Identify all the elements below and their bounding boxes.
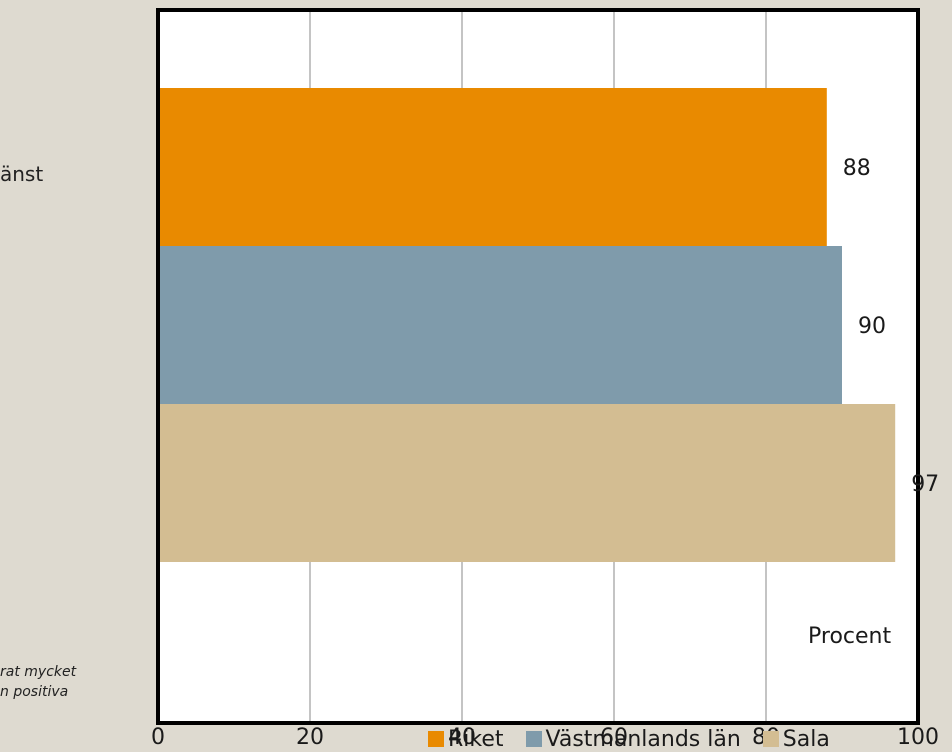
legend: Riket Västmanlands län Sala [428,726,830,752]
x-tick-label: 60 [600,725,628,750]
x-tick-label: 0 [151,725,165,750]
x-axis-title: Procent [808,624,892,649]
legend-label-riket: Riket [448,726,504,752]
bars [158,88,896,562]
legend-swatch-vastmanlands-lan [525,731,542,747]
x-tick-label: 20 [296,725,324,750]
data-labels: 88 90 97 [843,156,939,497]
category-label: änst [0,162,44,186]
x-tick-label: 40 [448,725,476,750]
legend-item-vastmanlands-lan: Västmanlands län [525,726,741,752]
data-label-riket: 88 [843,156,871,181]
legend-item-riket: Riket [428,727,504,752]
legend-item-sala: Sala [762,726,830,752]
data-label-sala: 97 [911,472,939,497]
bar-riket [158,88,827,246]
legend-label-sala: Sala [782,726,830,752]
footnote-line: n positiva [0,684,69,700]
x-tick-label: 100 [897,725,939,750]
legend-label-vastmanlands-lan: Västmanlands län [545,726,741,752]
bar-v-stmanlands-l-n [158,246,842,404]
legend-swatch-sala [762,731,779,747]
legend-swatch-riket [428,731,444,747]
plot-border [156,8,920,725]
footnote-line: rat mycket [0,664,77,680]
bar-sala [158,404,896,562]
data-label-v-stmanlands-l-n: 90 [858,314,886,339]
footnote: rat mycket n positiva [0,662,76,702]
